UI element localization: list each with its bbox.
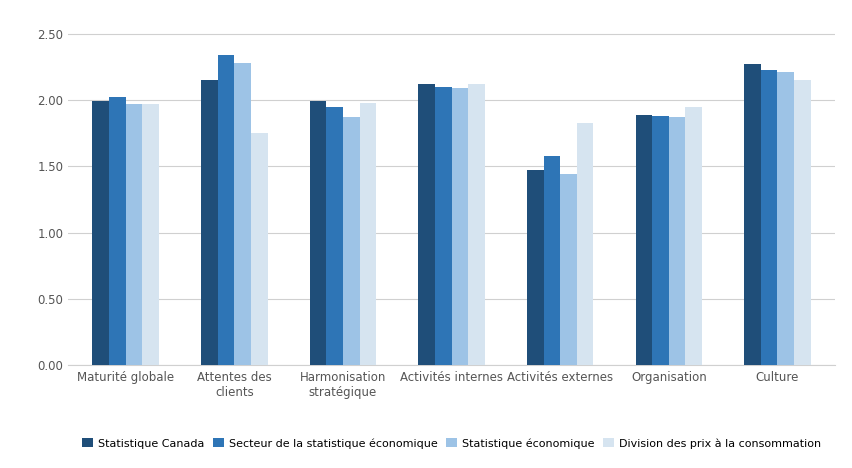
- Bar: [93, 102, 109, 365]
- Bar: [142, 104, 158, 365]
- Bar: [418, 84, 435, 365]
- Bar: [452, 88, 469, 365]
- Bar: [251, 133, 268, 365]
- Bar: [326, 107, 343, 365]
- Bar: [126, 104, 142, 365]
- Bar: [685, 107, 702, 365]
- Bar: [669, 117, 686, 365]
- Bar: [218, 55, 234, 365]
- Bar: [636, 115, 653, 365]
- Bar: [201, 80, 218, 365]
- Bar: [234, 63, 251, 365]
- Legend: Statistique Canada, Secteur de la statistique économique, Statistique économique: Statistique Canada, Secteur de la statis…: [78, 434, 826, 453]
- Bar: [544, 156, 561, 365]
- Bar: [360, 103, 377, 365]
- Bar: [435, 87, 452, 365]
- Bar: [527, 170, 544, 365]
- Bar: [109, 97, 126, 365]
- Bar: [794, 80, 811, 365]
- Bar: [577, 123, 593, 365]
- Bar: [561, 174, 577, 365]
- Bar: [777, 73, 794, 365]
- Bar: [761, 70, 777, 365]
- Bar: [653, 116, 669, 365]
- Bar: [469, 84, 485, 365]
- Bar: [343, 117, 360, 365]
- Bar: [744, 65, 761, 365]
- Bar: [310, 102, 326, 365]
